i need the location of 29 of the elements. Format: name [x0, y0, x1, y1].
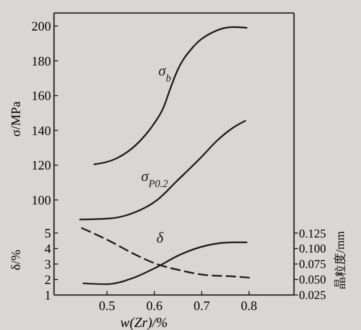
x-tick-label: 0.8 — [240, 298, 258, 313]
y-tick-label: 4 — [44, 241, 52, 256]
y-tick-label: 180 — [32, 53, 51, 68]
y2-tick-label: 0.125 — [299, 226, 326, 240]
y-tick-label: 2 — [44, 272, 51, 288]
y-tick-label: 100 — [32, 192, 51, 208]
series-label: σ$_{P0.2}$ — [141, 168, 169, 190]
y-tick-label: 140 — [32, 122, 51, 138]
y-tick-label: 5 — [44, 226, 51, 241]
y2-tick-label: 0.025 — [299, 288, 326, 302]
y-tick-label: 200 — [32, 18, 51, 34]
y-tick-label: 160 — [32, 88, 51, 104]
x-tick-label: 0.7 — [194, 298, 210, 313]
y-tick-label: 3 — [44, 256, 51, 272]
x-tick-label: 0.5 — [98, 298, 116, 313]
y-axis-title: σ/MPa — [8, 101, 23, 137]
x-axis-title: w(Zr)/% — [120, 316, 168, 330]
y2-tick-label: 0.075 — [299, 257, 326, 272]
line-series — [79, 120, 246, 220]
y-tick-label: 120 — [32, 158, 51, 173]
series-label: σ$_{b}$ — [158, 63, 172, 84]
y-axis-title: δ/% — [8, 250, 23, 270]
line-series — [93, 26, 248, 166]
x-tick-label: 0.6 — [146, 298, 163, 313]
y2-tick-label: 0.100 — [299, 242, 326, 256]
y-tick-label: 1 — [44, 288, 51, 303]
y2-tick-label: 0.050 — [299, 272, 326, 287]
series-label: δ — [156, 230, 164, 247]
y2-axis-title: 晶粒度/mm — [333, 230, 347, 290]
